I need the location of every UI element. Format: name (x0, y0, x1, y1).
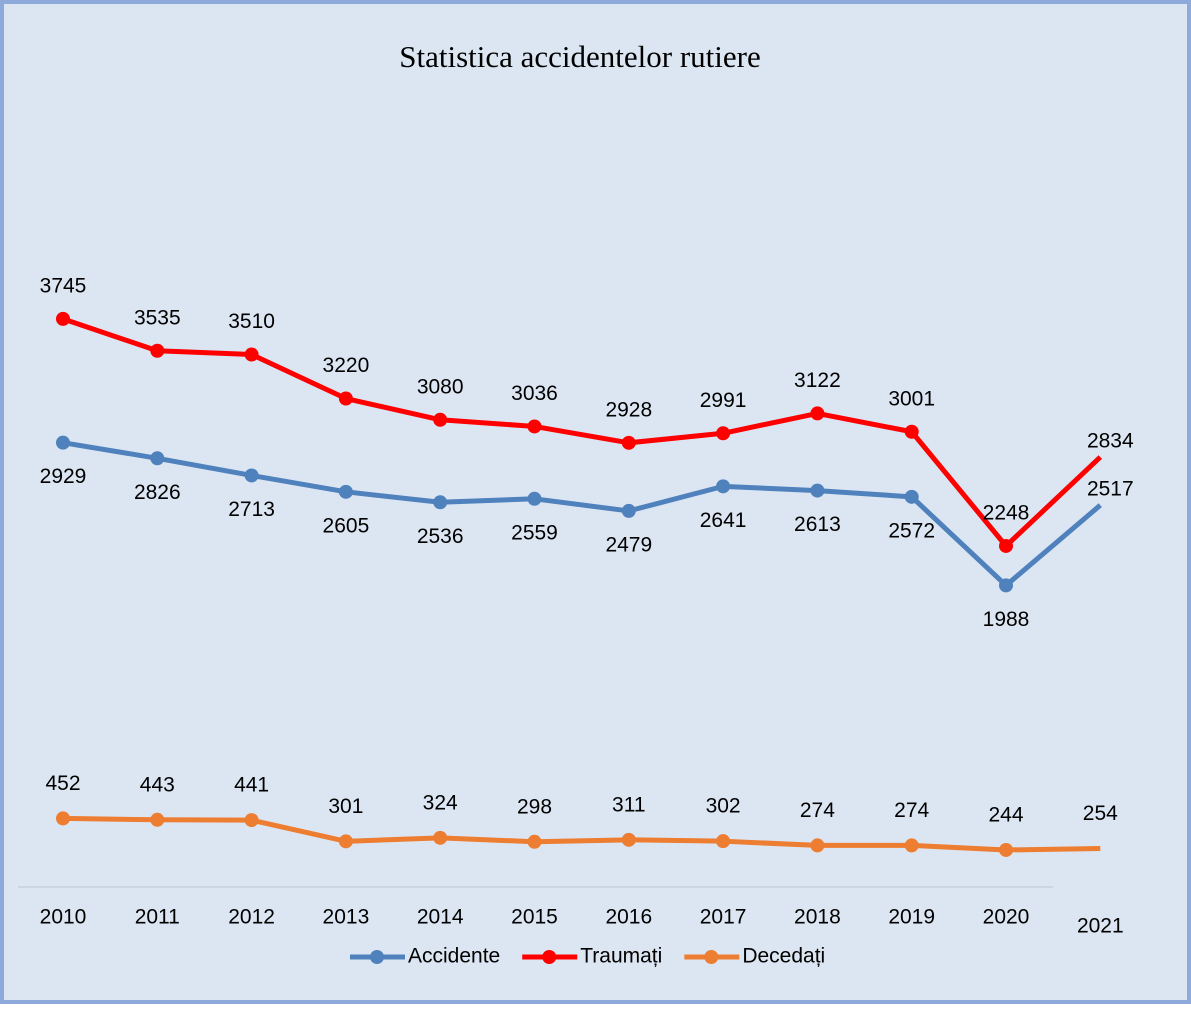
data-label: 3745 (40, 274, 87, 297)
marker (999, 538, 1013, 553)
legend-label: Traumați (580, 945, 662, 968)
marker (150, 343, 165, 358)
x-tick-label: 2015 (511, 906, 558, 929)
marker (716, 479, 731, 494)
marker (999, 578, 1013, 593)
data-label: 244 (988, 804, 1023, 827)
legend-label: Decedați (742, 945, 825, 968)
legend-marker (370, 950, 384, 964)
x-tick-label: 2012 (228, 906, 275, 929)
marker (904, 838, 919, 853)
marker (433, 830, 448, 845)
marker (810, 406, 825, 421)
data-label: 452 (45, 772, 80, 795)
data-label: 3036 (511, 382, 558, 405)
data-label: 274 (800, 799, 835, 822)
data-label: 2826 (134, 481, 181, 504)
data-label: 2928 (605, 398, 652, 421)
marker (904, 424, 919, 439)
data-label: 2991 (700, 389, 747, 412)
marker (150, 451, 165, 466)
data-label: 1988 (983, 608, 1030, 631)
data-label: 2641 (700, 509, 747, 532)
marker (527, 491, 542, 506)
data-label: 2248 (983, 502, 1030, 525)
legend-marker (704, 950, 719, 964)
marker (244, 347, 259, 362)
marker (621, 832, 636, 847)
data-label: 302 (706, 795, 741, 818)
data-label: 2517 (1087, 478, 1134, 501)
data-label: 3510 (228, 310, 275, 333)
marker (150, 812, 165, 827)
data-label: 3535 (134, 306, 181, 329)
x-tick-label: 2020 (983, 906, 1030, 929)
marker (338, 834, 353, 849)
line (62, 815, 1101, 853)
data-label: 311 (612, 793, 645, 816)
marker (621, 503, 636, 518)
data-label: 3001 (888, 387, 935, 410)
data-label: 2559 (511, 521, 558, 544)
x-tick-label: 2010 (40, 906, 87, 929)
x-tick-label: 2018 (794, 906, 841, 929)
marker (527, 419, 542, 434)
marker (810, 483, 825, 498)
data-label: 2605 (323, 514, 370, 537)
line (62, 316, 1103, 549)
x-tick-label: 2021 (1077, 915, 1124, 938)
data-label: 2929 (40, 465, 87, 488)
data-label: 3220 (323, 354, 370, 377)
marker (56, 311, 70, 326)
marker (244, 813, 259, 828)
marker (999, 842, 1013, 857)
data-label: 301 (328, 795, 363, 818)
legend-marker (542, 950, 557, 964)
data-label: 3080 (417, 375, 464, 398)
data-label: 254 (1083, 802, 1118, 825)
marker (244, 468, 259, 483)
chart-title: Statistica accidentelor rutiere (399, 39, 761, 74)
data-label: 3122 (794, 369, 841, 392)
x-tick-label: 2017 (700, 906, 747, 929)
marker (904, 489, 919, 504)
x-tick-label: 2016 (605, 906, 652, 929)
marker (433, 412, 448, 427)
marker (716, 426, 731, 441)
marker (527, 834, 542, 849)
data-label: 2536 (417, 525, 464, 548)
x-tick-label: 2011 (135, 906, 180, 929)
data-label: 2613 (794, 513, 841, 536)
data-label: 2572 (888, 519, 935, 542)
legend-label: Accidente (408, 945, 500, 968)
marker (433, 495, 448, 510)
line (62, 440, 1102, 588)
marker (56, 435, 70, 450)
data-label: 324 (423, 791, 458, 814)
marker (716, 834, 731, 849)
data-label: 298 (517, 795, 552, 818)
marker (56, 811, 70, 826)
data-label: 441 (234, 774, 269, 797)
data-label: 274 (894, 799, 929, 822)
marker (338, 484, 353, 499)
x-tick-label: 2014 (417, 906, 464, 929)
marker (338, 391, 353, 406)
data-label: 2479 (605, 533, 652, 556)
data-label: 2834 (1087, 430, 1134, 453)
marker (621, 435, 636, 450)
data-label: 2713 (228, 498, 275, 521)
x-tick-label: 2013 (323, 906, 370, 929)
data-label: 443 (140, 773, 175, 796)
marker (810, 838, 825, 853)
x-tick-label: 2019 (888, 906, 935, 929)
